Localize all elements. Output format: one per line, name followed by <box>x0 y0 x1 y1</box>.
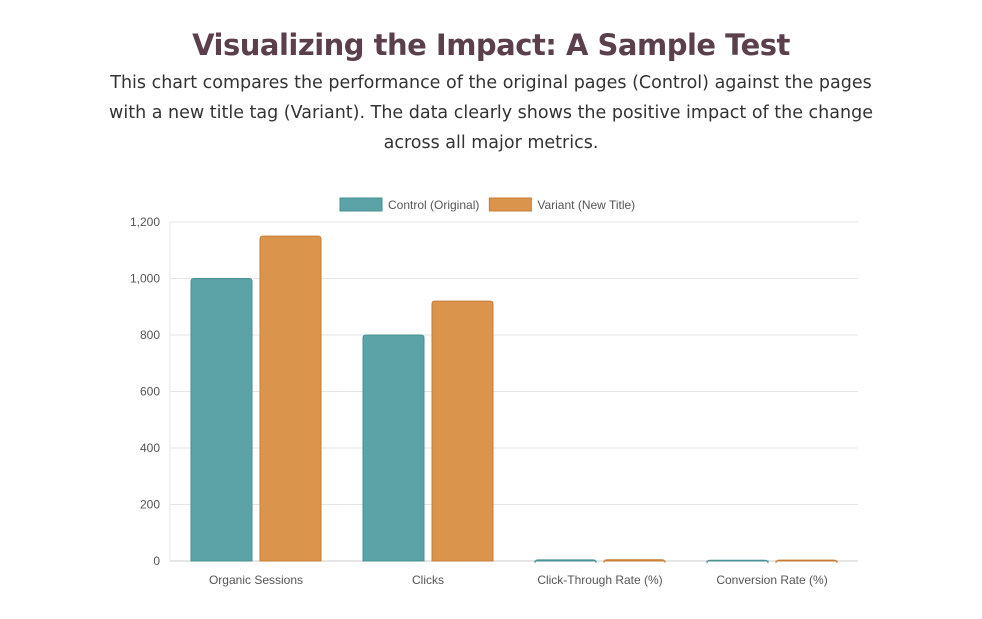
y-tick-label: 0 <box>153 554 160 568</box>
page-title: Visualizing the Impact: A Sample Test <box>192 28 790 62</box>
bar <box>603 559 666 563</box>
y-tick-label: 1,200 <box>130 215 160 229</box>
legend-label: Control (Original) <box>388 198 479 212</box>
bar <box>534 559 597 563</box>
bar <box>190 278 253 562</box>
legend-swatch <box>339 197 383 212</box>
y-tick-label: 600 <box>140 385 160 399</box>
bar <box>706 559 769 564</box>
y-tick-label: 1,000 <box>130 272 160 286</box>
legend-label: Variant (New Title) <box>537 198 635 212</box>
chart-description: This chart compares the performance of t… <box>109 73 873 153</box>
y-tick-label: 200 <box>140 498 160 512</box>
bar <box>775 559 838 564</box>
x-tick-label: Click-Through Rate (%) <box>537 573 662 587</box>
bar <box>362 334 425 562</box>
bar <box>431 300 494 562</box>
y-tick-label: 400 <box>140 441 160 455</box>
legend-swatch <box>488 197 532 212</box>
x-tick-label: Clicks <box>412 573 444 587</box>
x-tick-label: Conversion Rate (%) <box>716 573 827 587</box>
bar <box>259 235 322 562</box>
x-tick-label: Organic Sessions <box>209 573 303 587</box>
y-tick-label: 800 <box>140 328 160 342</box>
